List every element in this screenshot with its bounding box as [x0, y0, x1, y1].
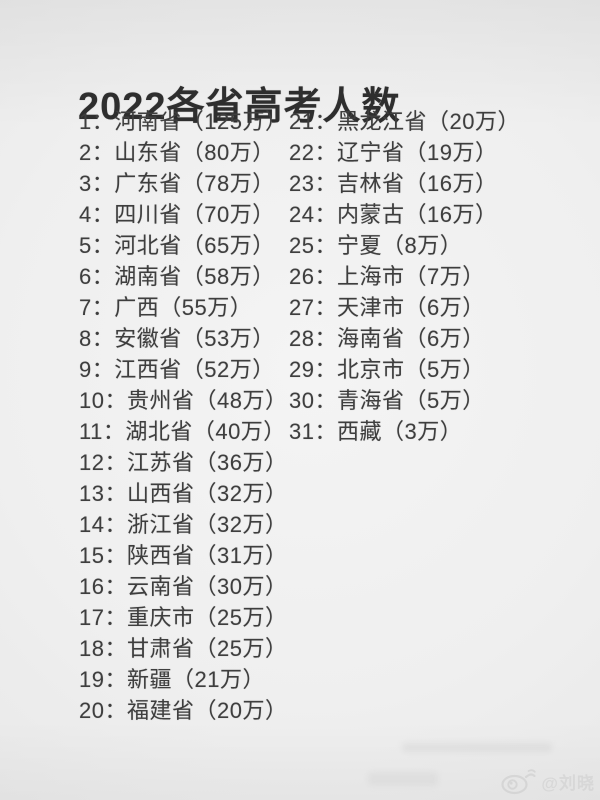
list-item: 31：西藏（3万） [289, 419, 463, 444]
list-item: 1：河南省（125万） [79, 109, 288, 134]
list-item: 15：陕西省（31万） [79, 543, 288, 568]
list-item: 3：广东省（78万） [79, 171, 275, 196]
weibo-watermark: @刘晓 [500, 768, 595, 795]
list-item: 22：辽宁省（19万） [289, 140, 498, 165]
faded-smudge-mark [402, 743, 552, 752]
list-item: 25：宁夏（8万） [289, 233, 463, 258]
list-item: 10：贵州省（48万） [79, 388, 288, 413]
list-item: 21：黑龙江省（20万） [289, 109, 520, 134]
weibo-eye-icon [500, 768, 537, 795]
list-item: 24：内蒙古（16万） [289, 202, 498, 227]
list-item: 28：海南省（6万） [289, 326, 485, 351]
list-item: 18：甘肃省（25万） [79, 636, 288, 661]
list-item: 11：湖北省（40万） [79, 419, 286, 444]
list-item: 27：天津市（6万） [289, 295, 485, 320]
province-list-right: 21：黑龙江省（20万） 22：辽宁省（19万） 23：吉林省（16万） 24：… [289, 106, 520, 447]
list-item: 7：广西（55万） [79, 295, 253, 320]
list-item: 8：安徽省（53万） [79, 326, 275, 351]
province-list-left: 1：河南省（125万） 2：山东省（80万） 3：广东省（78万） 4：四川省（… [79, 106, 287, 726]
list-item: 9：江西省（52万） [79, 357, 275, 382]
page-title: 2022各省高考人数 [78, 86, 401, 129]
list-item: 23：吉林省（16万） [289, 171, 498, 196]
watermark-handle: @刘晓 [541, 774, 595, 793]
list-item: 13：山西省（32万） [79, 481, 288, 506]
list-item: 5：河北省（65万） [79, 233, 275, 258]
list-item: 12：江苏省（36万） [79, 450, 288, 475]
list-item: 6：湖南省（58万） [79, 264, 275, 289]
faded-smudge-mark [368, 772, 438, 786]
list-item: 20：福建省（20万） [79, 698, 288, 723]
list-item: 19：新疆（21万） [79, 667, 265, 692]
list-item: 26：上海市（7万） [289, 264, 485, 289]
list-item: 2：山东省（80万） [79, 140, 275, 165]
list-item: 14：浙江省（32万） [79, 512, 288, 537]
list-item: 4：四川省（70万） [79, 202, 275, 227]
list-item: 29：北京市（5万） [289, 357, 485, 382]
list-item: 16：云南省（30万） [79, 574, 288, 599]
list-item: 30：青海省（5万） [289, 388, 485, 413]
list-item: 17：重庆市（25万） [79, 605, 288, 630]
